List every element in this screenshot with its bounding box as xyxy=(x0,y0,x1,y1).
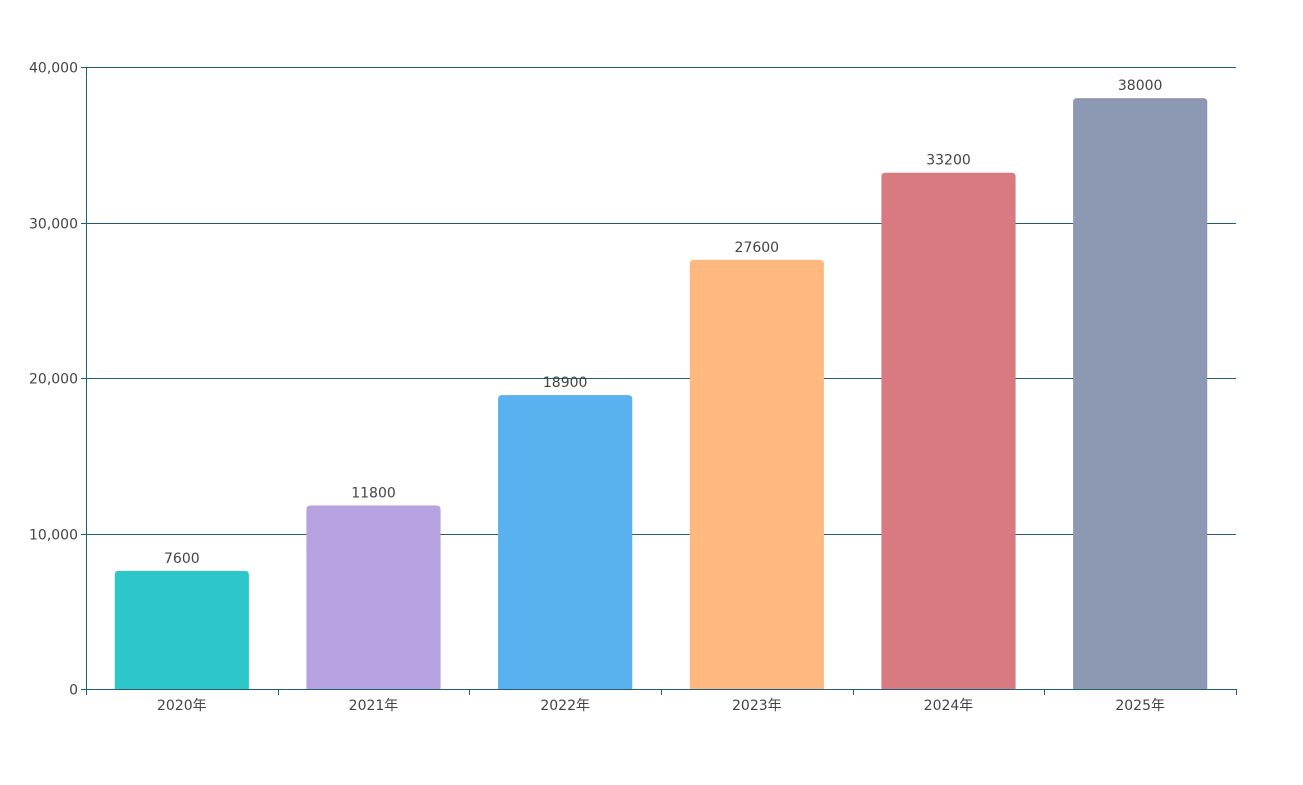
bar-value-label: 33200 xyxy=(926,153,971,169)
x-tick-label: 2021年 xyxy=(349,698,399,714)
bar-2023年[interactable] xyxy=(689,259,824,689)
bar-value-label: 27600 xyxy=(735,240,780,256)
bars xyxy=(114,98,1208,690)
bar-value-label: 11800 xyxy=(351,486,396,502)
x-tick-label: 2022年 xyxy=(540,698,590,714)
x-tick-label: 2025年 xyxy=(1115,698,1165,714)
bar-2022年[interactable] xyxy=(498,395,633,689)
bar-2021年[interactable] xyxy=(306,505,441,689)
y-tick-label: 30,000 xyxy=(29,217,78,233)
y-tick-label: 0 xyxy=(69,683,78,699)
bar-2024年[interactable] xyxy=(881,172,1016,690)
axes xyxy=(81,67,1237,695)
y-tick-label: 20,000 xyxy=(29,372,78,388)
grid-lines xyxy=(86,67,1236,535)
bar-value-label: 18900 xyxy=(543,375,588,391)
x-tick-label: 2023年 xyxy=(732,698,782,714)
x-tick-label: 2020年 xyxy=(157,698,207,714)
y-tick-label: 10,000 xyxy=(29,528,78,544)
bar-2020年[interactable] xyxy=(114,570,249,689)
bar-2025年[interactable] xyxy=(1073,98,1208,690)
labels: 0 10,000 20,000 30,000 40,000 7600 2020年 11800 2… xyxy=(29,61,1165,715)
y-tick-label: 40,000 xyxy=(29,61,78,77)
bar-value-label: 7600 xyxy=(164,551,200,567)
x-tick-label: 2024年 xyxy=(924,698,974,714)
bar-value-label: 38000 xyxy=(1118,78,1163,94)
